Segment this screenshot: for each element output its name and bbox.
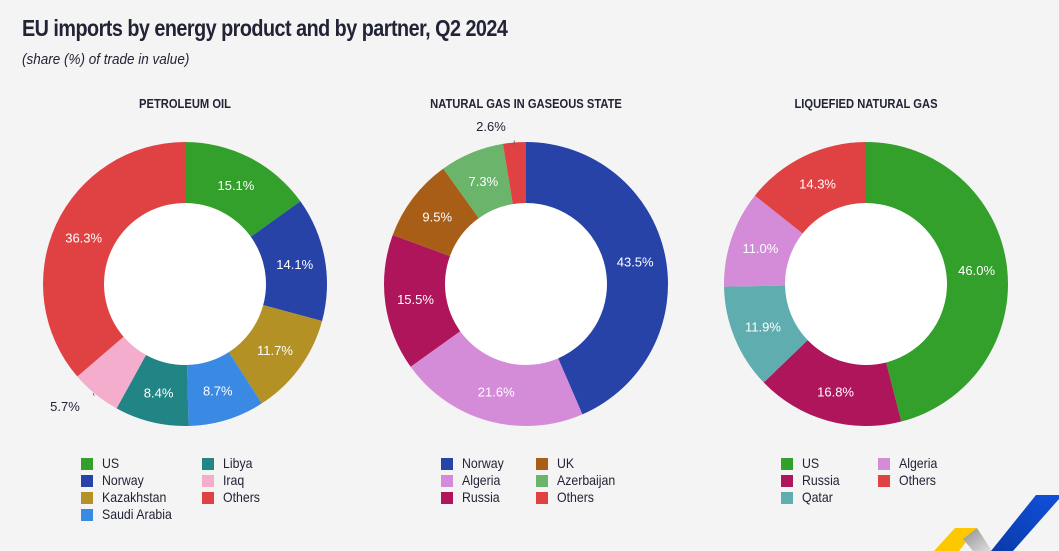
slice-label-russia: 16.8%	[817, 384, 854, 399]
slice-others	[502, 142, 526, 205]
legend-swatch	[878, 475, 890, 487]
slice-azerbaijan	[443, 143, 513, 219]
donut-liquefied-natural-gas: 46.0% 16.8% 11.9% 11.0% 14.3%	[724, 142, 1008, 426]
slice-saudi-arabia	[187, 352, 262, 426]
donut-hole	[445, 203, 607, 365]
slice-qatar	[724, 285, 808, 383]
legend-swatch	[81, 492, 93, 504]
chart-title-natural-gas: NATURAL GAS IN GASEOUS STATE	[430, 96, 622, 111]
legend-swatch	[81, 475, 93, 487]
donut-hole	[104, 203, 266, 365]
eurostat-logo	[934, 495, 1059, 551]
slice-algeria	[410, 331, 583, 426]
slice-label-algeria: 21.6%	[478, 384, 515, 399]
legend-label: Norway	[462, 455, 504, 471]
slice-us	[866, 142, 1008, 422]
slice-uk	[392, 168, 479, 257]
legend-label: Algeria	[899, 455, 938, 471]
legend-label: Norway	[102, 472, 144, 488]
slice-label-norway: 14.1%	[276, 257, 313, 272]
slice-label-iraq: 5.7%	[50, 399, 80, 414]
logo-yellow-shape	[934, 528, 977, 551]
legend-label: Iraq	[223, 472, 245, 488]
legend-swatch	[878, 458, 890, 470]
slice-label-qatar: 11.9%	[745, 320, 781, 335]
slice-russia	[384, 235, 461, 367]
slice-us	[185, 142, 301, 237]
legend-swatch	[536, 492, 548, 504]
slice-label-uk: 9.5%	[422, 209, 452, 224]
legend-label: Russia	[462, 489, 500, 505]
page-title: EU imports by energy product and by part…	[22, 15, 508, 41]
slice-norway	[526, 142, 668, 415]
slice-algeria	[724, 195, 803, 287]
slice-label-us: 15.1%	[217, 178, 254, 193]
donut-hole	[785, 203, 947, 365]
legend-swatch	[202, 475, 214, 487]
legend-label: Libya	[223, 455, 253, 471]
slice-iraq	[77, 336, 146, 409]
legend-label: Saudi Arabia	[102, 506, 172, 522]
legend-swatch	[441, 458, 453, 470]
slice-label-others: 2.6%	[476, 119, 506, 134]
slice-label-kazakhstan: 11.7%	[257, 343, 293, 358]
slice-label-us: 46.0%	[958, 263, 995, 278]
legend-label: Others	[899, 472, 936, 488]
legend-label: US	[102, 455, 120, 471]
legend-swatch	[536, 458, 548, 470]
slice-label-others: 36.3%	[65, 230, 102, 245]
slice-label-russia: 15.5%	[397, 292, 434, 307]
page-subtitle: (share (%) of trade in value)	[22, 51, 190, 68]
legend-swatch	[202, 492, 214, 504]
slice-label-saudi-arabia: 8.7%	[203, 384, 233, 399]
slice-norway	[250, 201, 327, 322]
leader-line-iraq	[92, 392, 95, 396]
chart-title-petroleum-oil: PETROLEUM OIL	[139, 96, 231, 111]
logo-grey-shape	[963, 528, 992, 551]
legend-swatch	[81, 458, 93, 470]
legend-label: Algeria	[462, 472, 501, 488]
slice-others	[42, 142, 185, 377]
slice-libya	[116, 354, 189, 426]
legend-swatch	[536, 475, 548, 487]
legend-label: Others	[557, 489, 594, 505]
donut-petroleum-oil: 15.1% 14.1% 11.7% 8.7% 8.4% 5.7% 36.3%	[42, 142, 327, 426]
legend-swatch	[441, 475, 453, 487]
slice-label-libya: 8.4%	[144, 385, 174, 400]
legend-label: Qatar	[802, 489, 833, 505]
slice-kazakhstan	[228, 305, 323, 404]
slice-label-azerbaijan: 7.3%	[469, 174, 499, 189]
legend-label: Azerbaijan	[557, 472, 616, 488]
legend-label: Others	[223, 489, 260, 505]
donut-natural-gas-in-gaseous-state: 43.5% 21.6% 15.5% 9.5% 7.3% 2.6%	[384, 119, 668, 426]
legend-swatch	[781, 475, 793, 487]
chart-title-lng: LIQUEFIED NATURAL GAS	[794, 96, 938, 111]
legend-swatch	[441, 492, 453, 504]
legend-swatch	[202, 458, 214, 470]
logo-blue-shape	[991, 495, 1059, 551]
legend-label: Russia	[802, 472, 840, 488]
legend-swatch	[781, 458, 793, 470]
legend-swatch	[81, 509, 93, 521]
legend-label: UK	[557, 455, 575, 471]
slice-others	[754, 142, 866, 234]
slice-label-norway: 43.5%	[617, 254, 654, 269]
legend-label: US	[802, 455, 820, 471]
slice-label-algeria: 11.0%	[742, 241, 778, 256]
legend-label: Kazakhstan	[102, 489, 167, 505]
legend-swatch	[781, 492, 793, 504]
slice-label-others: 14.3%	[799, 177, 836, 192]
slice-russia	[763, 340, 902, 426]
